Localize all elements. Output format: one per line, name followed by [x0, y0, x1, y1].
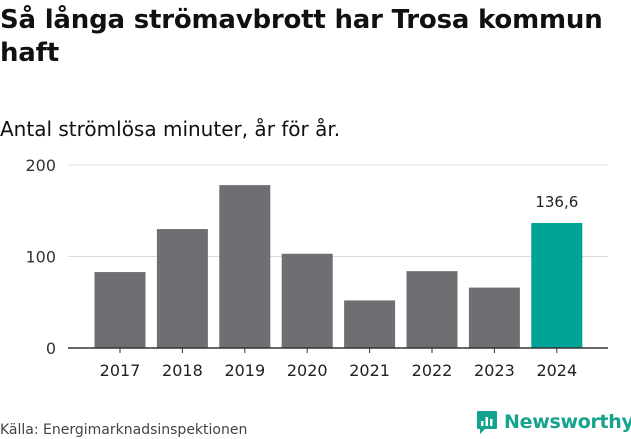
bar — [531, 223, 583, 348]
x-tick-label: 2021 — [349, 361, 390, 380]
bar — [344, 300, 396, 348]
y-tick-label: 100 — [25, 248, 56, 267]
bar — [406, 271, 458, 348]
x-tick-label: 2020 — [287, 361, 328, 380]
chart-title: Så långa strömavbrott har Trosa kommun h… — [0, 5, 603, 68]
newsworthy-logo-icon — [477, 411, 497, 434]
data-label: 136,6 — [535, 193, 578, 211]
y-tick-label: 200 — [25, 156, 56, 175]
newsworthy-logo: Newsworthy — [476, 409, 631, 435]
logo-text: Newsworthy — [504, 411, 631, 433]
y-tick-label: 0 — [46, 339, 56, 358]
bar — [94, 272, 146, 348]
chart-subtitle: Antal strömlösa minuter, år för år. — [0, 117, 341, 141]
x-tick-label: 2019 — [224, 361, 265, 380]
bar — [468, 287, 520, 348]
bar — [281, 253, 333, 348]
x-tick-label: 2017 — [100, 361, 141, 380]
bar-chart: 0 100 200 2017 2018 2019 2020 2021 2022 2023 2024 1… — [25, 156, 608, 380]
bar — [156, 229, 208, 348]
x-tick-label: 2018 — [162, 361, 203, 380]
x-tick-label: 2023 — [474, 361, 515, 380]
x-tick-label: 2022 — [412, 361, 453, 380]
bar — [219, 185, 271, 348]
x-tick-label: 2024 — [536, 361, 577, 380]
source-note: Källa: Energimarknadsinspektionen — [0, 422, 248, 438]
